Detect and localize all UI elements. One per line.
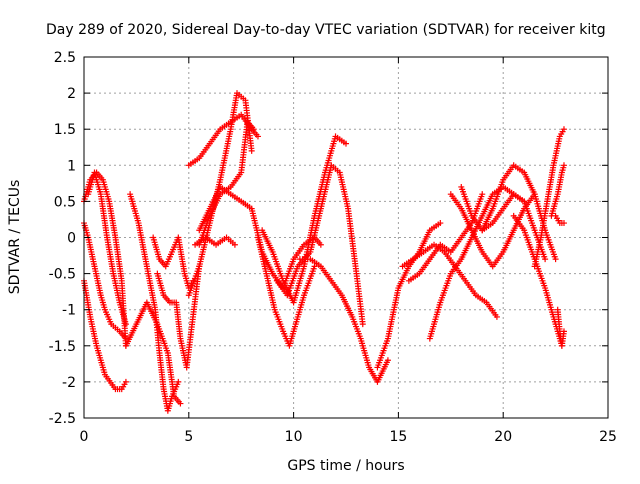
x-tick-label: 25 xyxy=(599,429,617,445)
y-tick-label: 1 xyxy=(67,158,76,174)
x-tick-label: 5 xyxy=(184,429,193,445)
y-tick-label: -1 xyxy=(62,303,76,319)
data-point xyxy=(560,162,567,169)
data-point xyxy=(122,378,129,385)
series-arc-5 xyxy=(127,191,182,414)
data-layer xyxy=(81,90,567,414)
series-arc-2 xyxy=(81,220,129,342)
y-axis-label: SDTVAR / TECUs xyxy=(7,180,23,295)
data-point xyxy=(248,147,255,154)
series-arc-29 xyxy=(554,306,567,349)
y-tick-label: -0.5 xyxy=(49,267,76,283)
series-arc-15 xyxy=(259,133,349,306)
data-point xyxy=(343,140,349,147)
y-tick-label: -2.5 xyxy=(49,411,76,427)
chart-title: Day 289 of 2020, Sidereal Day-to-day VTE… xyxy=(46,22,606,38)
data-point xyxy=(384,357,391,364)
data-point xyxy=(437,220,444,227)
x-tick-label: 15 xyxy=(389,429,407,445)
axis-layer: 0 5 10 15 20 25 -2.5 -2 -1.5 -1 -0.5 0 0.5 1 1.5 2 2.5 xyxy=(49,50,617,445)
data-point xyxy=(254,133,261,140)
data-point xyxy=(231,241,238,248)
series-arc-25 xyxy=(479,162,559,263)
series-arc-13 xyxy=(192,234,238,248)
data-point xyxy=(177,400,184,407)
y-tick-label: 0 xyxy=(67,231,76,247)
series-arc-19 xyxy=(374,220,444,371)
series-arc-27 xyxy=(531,126,567,270)
y-tick-label: 0.5 xyxy=(54,194,76,210)
x-axis-label: GPS time / hours xyxy=(287,458,404,474)
series-arc-10 xyxy=(185,111,261,169)
x-tick-label: 0 xyxy=(80,429,89,445)
series-arc-3 xyxy=(85,169,129,328)
y-tick-label: 1.5 xyxy=(54,122,76,138)
data-point xyxy=(560,220,567,227)
y-tick-label: 2.5 xyxy=(54,50,76,66)
data-point xyxy=(560,126,567,133)
series-arc-18 xyxy=(296,256,391,385)
y-tick-label: -1.5 xyxy=(49,339,76,355)
data-point xyxy=(542,256,549,263)
x-tick-label: 10 xyxy=(285,429,303,445)
series-arc-6 xyxy=(122,299,184,407)
y-tick-label: -2 xyxy=(62,375,76,391)
data-point xyxy=(493,313,500,320)
data-point xyxy=(250,126,257,133)
series-arc-23 xyxy=(447,191,538,270)
y-tick-label: 2 xyxy=(67,86,76,102)
data-point xyxy=(479,191,486,198)
data-point xyxy=(560,328,567,335)
series-arc-28 xyxy=(548,162,567,219)
series-arc-14 xyxy=(254,234,318,349)
data-point xyxy=(175,378,182,385)
data-point xyxy=(317,241,324,248)
grid-layer xyxy=(84,57,608,418)
series-arc-30 xyxy=(552,212,567,227)
x-tick-label: 20 xyxy=(494,429,512,445)
data-point xyxy=(552,256,559,263)
data-point xyxy=(359,321,366,328)
data-point xyxy=(122,321,129,328)
